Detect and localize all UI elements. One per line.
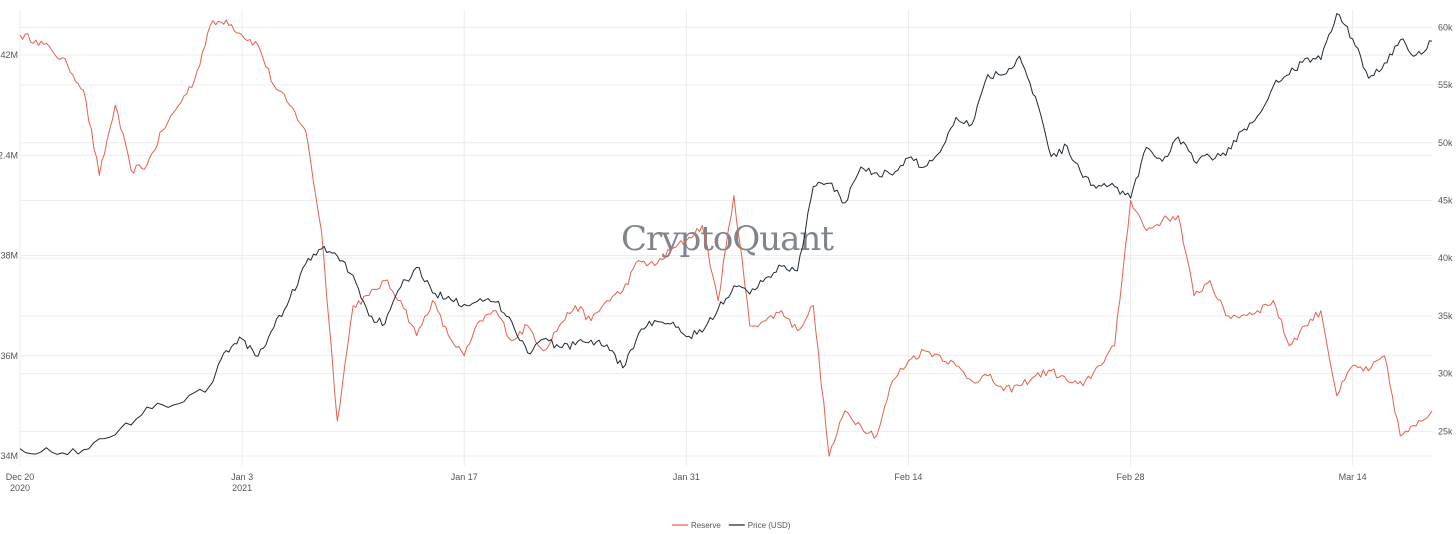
watermark: CryptoQuant xyxy=(621,219,834,259)
right-tick-label: 60k xyxy=(1438,22,1453,32)
left-tick-label: 2.4M xyxy=(0,150,18,160)
x-tick-sublabel: 2020 xyxy=(10,483,30,493)
x-tick-label: Feb 14 xyxy=(894,472,922,482)
x-tick-label: Dec 20 xyxy=(6,472,35,482)
right-tick-label: 45k xyxy=(1438,195,1453,205)
x-tick-label: Feb 28 xyxy=(1117,472,1145,482)
x-tick-label: Jan 3 xyxy=(231,472,253,482)
x-tick-sublabel: 2021 xyxy=(232,483,252,493)
left-axis-ticks: 2.34M 2.36M 2.38M 2.4M 2.42M xyxy=(0,50,18,461)
legend-label: Price (USD) xyxy=(748,521,791,530)
left-tick-label: 2.42M xyxy=(0,50,18,60)
left-tick-label: 2.36M xyxy=(0,351,18,361)
right-tick-label: 35k xyxy=(1438,311,1453,321)
left-tick-label: 2.38M xyxy=(0,251,18,261)
right-tick-label: 30k xyxy=(1438,369,1453,379)
right-tick-label: 55k xyxy=(1438,80,1453,90)
left-tick-label: 2.34M xyxy=(0,451,18,461)
series-lines xyxy=(19,13,1433,457)
legend-label: Reserve xyxy=(691,521,721,530)
x-tick-label: Mar 14 xyxy=(1339,472,1367,482)
x-tick-label: Jan 31 xyxy=(673,472,700,482)
right-tick-label: 40k xyxy=(1438,253,1453,263)
right-tick-label: 25k xyxy=(1438,426,1453,436)
series-line-price-usd xyxy=(19,13,1433,456)
right-axis-ticks: 25k 30k 35k 40k 45k 50k 55k 60k xyxy=(1438,22,1453,436)
right-tick-label: 50k xyxy=(1438,138,1453,148)
legend: Reserve Price (USD) xyxy=(672,521,791,530)
series-line-reserve xyxy=(19,19,1433,457)
x-tick-label: Jan 17 xyxy=(451,472,478,482)
gridlines xyxy=(19,10,1432,466)
